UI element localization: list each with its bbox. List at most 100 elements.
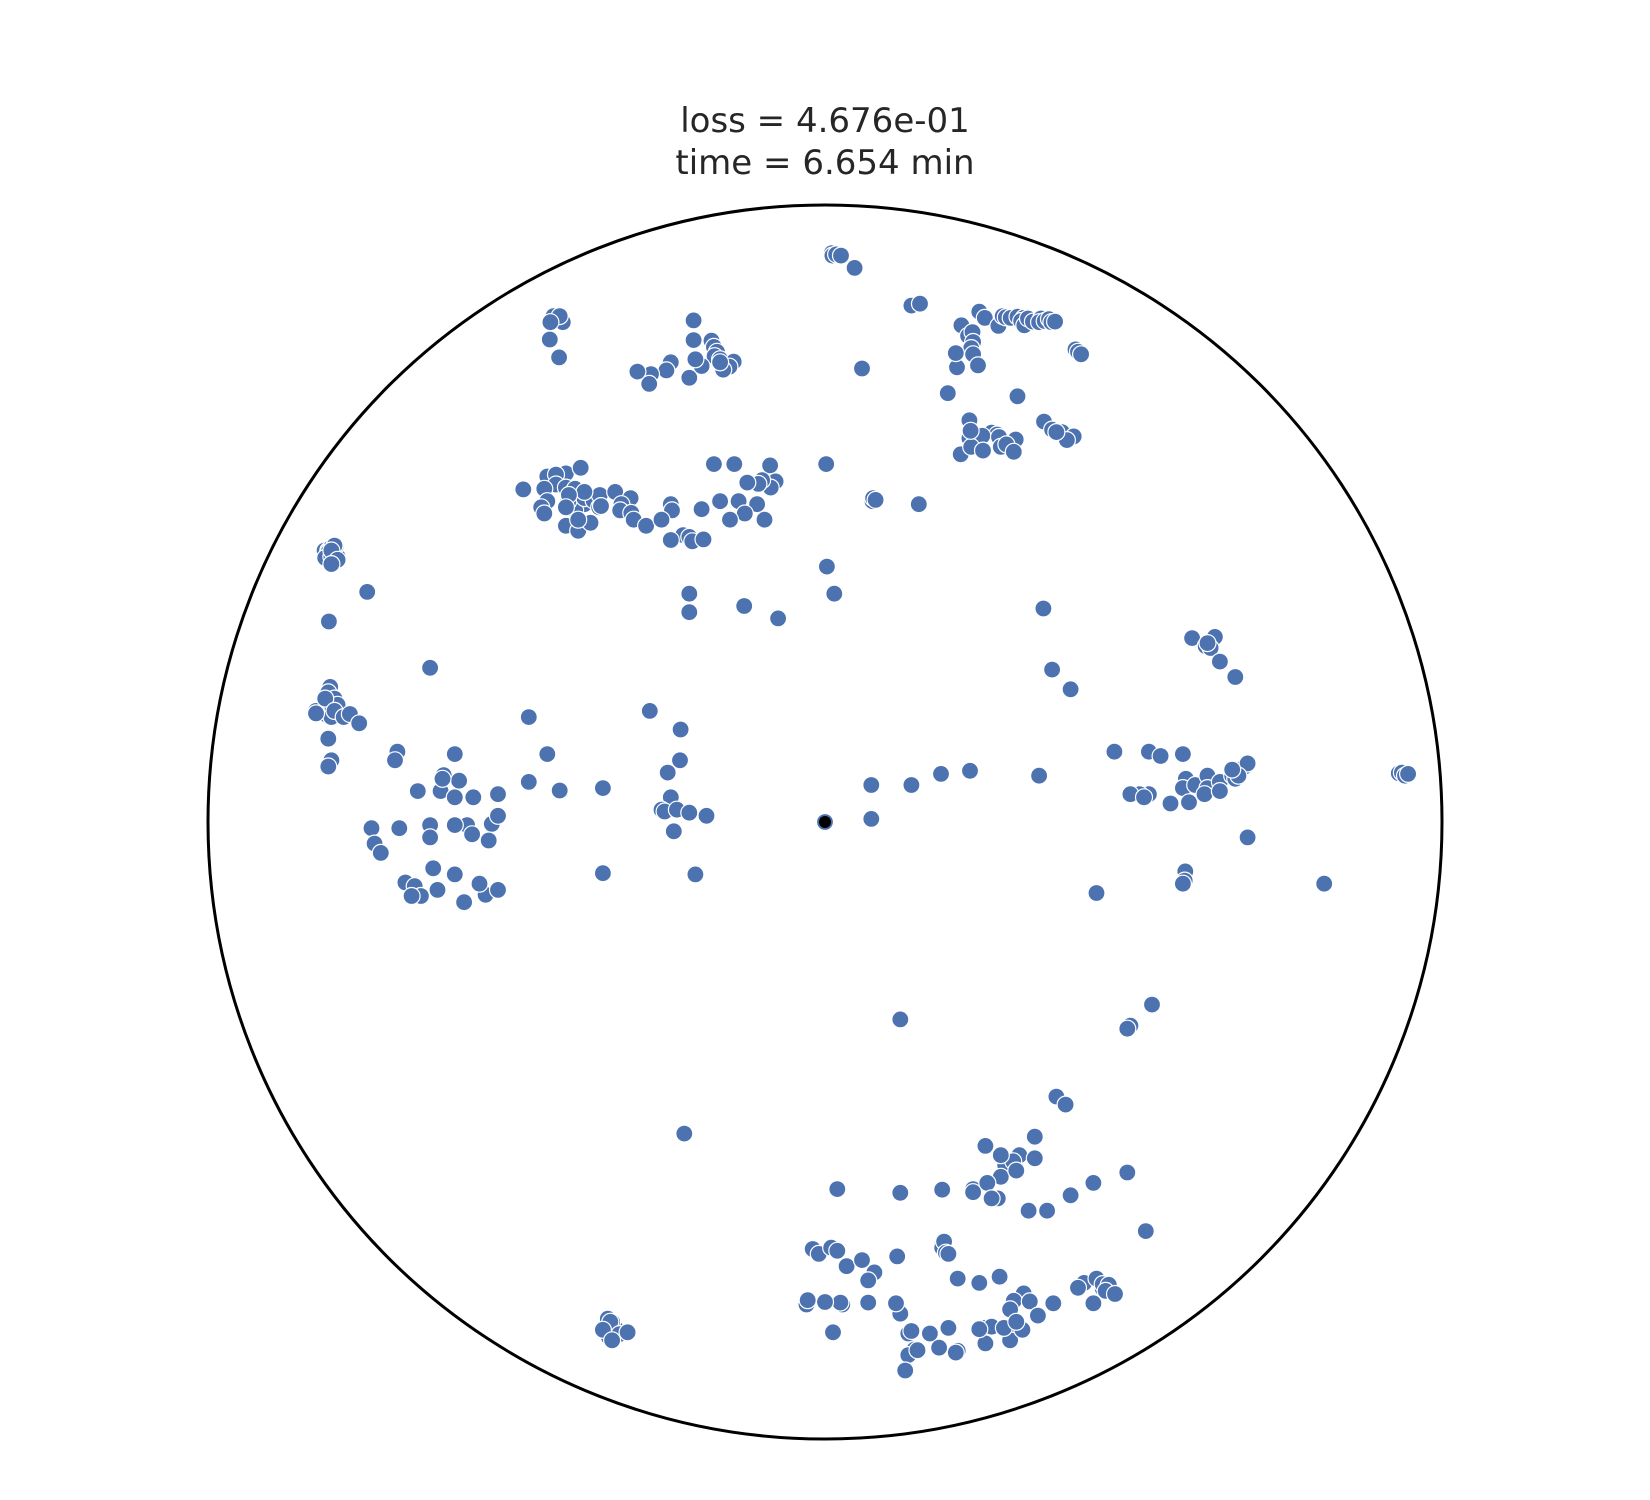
scatter-point: [424, 859, 443, 878]
scatter-point: [428, 880, 447, 900]
unit-circle-boundary: [206, 203, 1444, 1441]
scatter-point: [938, 384, 957, 403]
scatter-point: [455, 893, 474, 912]
scatter-point: [817, 557, 837, 576]
scatter-point: [760, 456, 780, 475]
scatter-point: [886, 1294, 906, 1313]
scatter-point: [831, 246, 851, 265]
scatter-point: [896, 1361, 915, 1380]
scatter-point: [939, 1244, 958, 1264]
scatter-point: [658, 763, 677, 782]
scatter-point: [1084, 1173, 1103, 1193]
scatter-point: [970, 1320, 989, 1339]
scatter-point: [371, 843, 390, 863]
scatter-point: [747, 495, 767, 514]
scatter-point: [1161, 794, 1180, 813]
scatter-point: [450, 771, 469, 790]
scatter-point: [694, 530, 713, 549]
scatter-point: [602, 1331, 622, 1350]
scatter-point: [362, 819, 381, 838]
scatter-point: [445, 744, 464, 764]
scatter-point: [556, 498, 576, 517]
title-line-time: time = 6.654 min: [675, 143, 974, 183]
scatter-point: [1068, 1278, 1088, 1297]
scatter-point: [825, 584, 844, 603]
scatter-point: [670, 751, 690, 770]
scatter-point: [1007, 1312, 1026, 1331]
chart-title: loss = 4.676e-01 time = 6.654 min: [675, 101, 974, 183]
scatter-point: [445, 815, 464, 835]
scatter-point: [316, 689, 335, 708]
scatter-point: [828, 1179, 847, 1199]
scatter-point: [891, 1183, 910, 1202]
scatter-point: [828, 1241, 847, 1260]
scatter-point: [710, 353, 730, 372]
scatter-point: [817, 455, 836, 474]
scatter-point: [571, 458, 590, 477]
scatter-point: [322, 554, 341, 574]
title-line-loss: loss = 4.676e-01: [680, 101, 970, 141]
scatter-point: [408, 781, 427, 801]
scatter-point: [1118, 1019, 1137, 1038]
scatter-point: [1238, 754, 1257, 773]
scatter-point: [550, 781, 569, 800]
scatter-point: [1008, 387, 1027, 406]
scatter-point: [697, 806, 716, 825]
scatter-point: [390, 819, 409, 838]
scatter-point: [593, 778, 613, 798]
scatter-point: [1025, 1127, 1044, 1146]
scatter-point: [902, 775, 921, 795]
scatter-point: [640, 374, 659, 393]
scatter-point: [535, 504, 554, 523]
scatter-point: [350, 714, 369, 733]
scatter-point: [1020, 1292, 1039, 1311]
scatter-point: [975, 308, 994, 327]
scatter-point: [1226, 667, 1245, 687]
scatter-point: [862, 775, 881, 795]
scatter-point: [920, 1324, 940, 1343]
scatter-point: [991, 1146, 1010, 1165]
scatter-point: [725, 455, 744, 474]
scatter-point: [488, 806, 508, 825]
scatter-point: [948, 1269, 967, 1288]
scatter-point: [720, 510, 740, 529]
scatter-point: [1034, 599, 1053, 618]
scatter-point: [908, 1341, 927, 1360]
scatter-point: [661, 530, 680, 550]
scatter-point: [1061, 1186, 1080, 1205]
scatter-point: [866, 490, 885, 509]
scatter-point: [618, 1323, 637, 1342]
scatter-point: [464, 788, 483, 807]
scatter-point: [463, 825, 482, 844]
scatter-point: [859, 1293, 878, 1312]
scatter-point: [1071, 345, 1091, 364]
scatter-point: [933, 1180, 952, 1199]
scatter-point: [1061, 680, 1080, 699]
scatter-point: [990, 1267, 1009, 1286]
scatter-point: [319, 757, 338, 776]
scatter-point: [664, 822, 683, 841]
scatter-point: [470, 874, 489, 893]
scatter-point: [1105, 1284, 1125, 1304]
scatter-point: [538, 744, 557, 764]
scatter-point: [488, 785, 508, 804]
scatter-point: [982, 1189, 1001, 1208]
scatter-point: [445, 788, 464, 807]
scatter-point: [1223, 760, 1242, 779]
scatter-point: [675, 1124, 694, 1143]
scatter-point: [519, 772, 538, 792]
scatter-point: [1025, 1149, 1044, 1168]
scatter-point: [1210, 652, 1230, 671]
scatter-point: [433, 769, 452, 788]
scatter-point: [402, 886, 421, 906]
scatter-point: [421, 828, 440, 847]
scatter-point: [862, 809, 881, 829]
scatter-point: [1134, 788, 1154, 807]
scatter-point: [636, 516, 656, 535]
scatter-point: [549, 348, 569, 367]
scatter-point: [1105, 742, 1124, 761]
scatter-point: [852, 359, 872, 378]
scatter-point: [1007, 1161, 1026, 1180]
scatter-point: [1238, 828, 1257, 847]
